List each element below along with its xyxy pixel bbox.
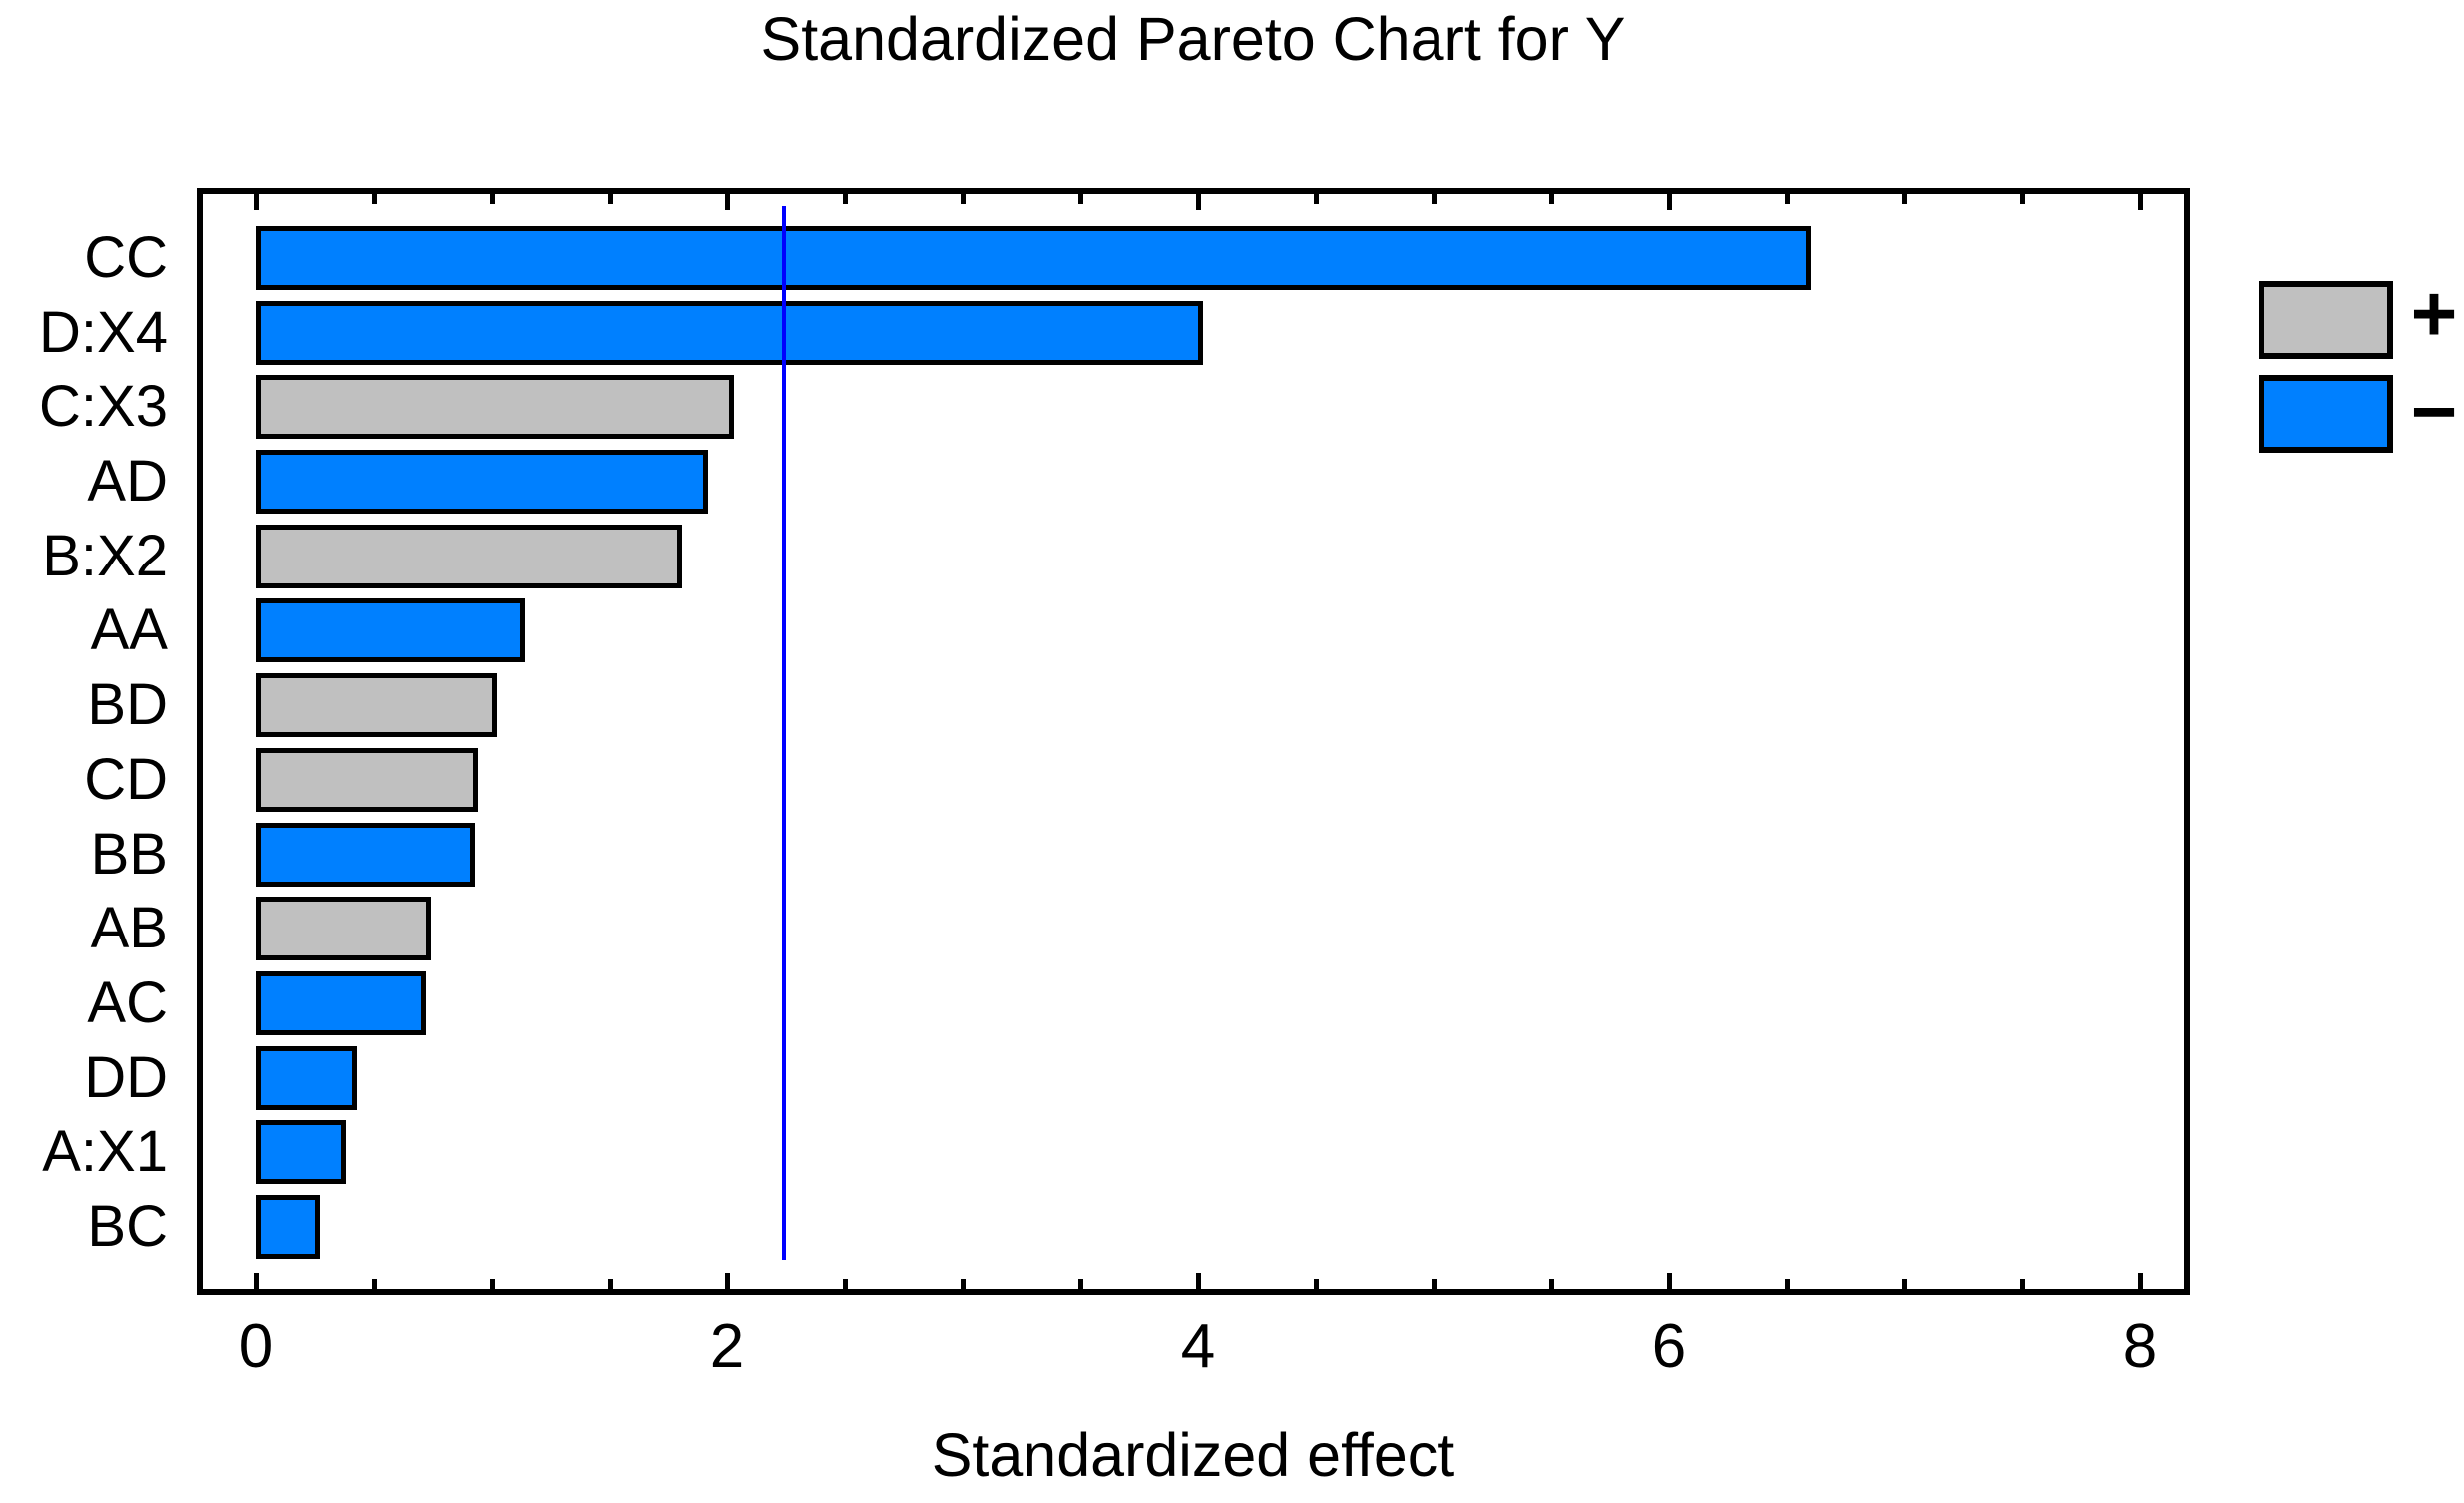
bar-CD — [256, 747, 478, 812]
y-axis-label-BB: BB — [90, 821, 168, 887]
x-axis-minor-tick — [960, 1279, 966, 1289]
x-axis-tick-label-8: 8 — [2122, 1313, 2158, 1381]
bar-BC — [256, 1194, 320, 1259]
legend-label-negative: − — [2410, 367, 2458, 456]
x-axis-minor-tick — [371, 194, 377, 204]
x-axis-major-tick — [1666, 194, 1672, 210]
y-axis-label-AB: AB — [90, 896, 168, 961]
bar-CC — [256, 226, 1811, 290]
x-axis-major-tick — [724, 194, 730, 210]
x-axis-minor-tick — [1077, 1279, 1083, 1289]
y-axis-label-A:X1: A:X1 — [42, 1119, 168, 1185]
x-axis-tick-label-4: 4 — [1180, 1313, 1216, 1381]
chart-title: Standardized Pareto Chart for Y — [760, 5, 1626, 73]
bar-A:X1 — [256, 1120, 346, 1185]
reference-line — [781, 206, 786, 1260]
x-axis-minor-tick — [1901, 194, 1907, 204]
x-axis-major-tick — [724, 1273, 730, 1289]
y-axis-label-CD: CD — [84, 746, 168, 812]
x-axis-major-tick — [253, 1273, 259, 1289]
x-axis-minor-tick — [842, 194, 848, 204]
y-axis-label-AA: AA — [90, 597, 168, 663]
bar-BB — [256, 822, 476, 887]
x-axis-title: Standardized effect — [931, 1421, 1455, 1489]
plot-area — [197, 188, 2190, 1295]
bar-BD — [256, 673, 497, 738]
x-axis-major-tick — [2137, 1273, 2143, 1289]
x-axis-tick-label-6: 6 — [1651, 1313, 1687, 1381]
x-axis-minor-tick — [1548, 194, 1554, 204]
x-axis-minor-tick — [2019, 1279, 2025, 1289]
x-axis-minor-tick — [1077, 194, 1083, 204]
x-axis-minor-tick — [1313, 1279, 1319, 1289]
y-axis-label-AD: AD — [87, 449, 168, 515]
bar-AB — [256, 897, 431, 961]
x-axis-major-tick — [1195, 194, 1201, 210]
y-axis-label-C:X3: C:X3 — [39, 374, 168, 440]
legend-label-positive: + — [2410, 269, 2458, 358]
bar-B:X2 — [256, 524, 683, 588]
x-axis-minor-tick — [1784, 194, 1790, 204]
bar-D:X4 — [256, 300, 1203, 365]
bar-AC — [256, 970, 426, 1035]
legend-swatch-negative — [2259, 375, 2393, 453]
x-axis-tick-label-2: 2 — [709, 1313, 745, 1381]
bar-AD — [256, 450, 709, 515]
x-axis-major-tick — [1195, 1273, 1201, 1289]
bar-AA — [256, 598, 526, 663]
bar-DD — [256, 1045, 358, 1110]
bar-C:X3 — [256, 375, 735, 440]
y-axis-label-BC: BC — [87, 1193, 168, 1259]
x-axis-tick-label-0: 0 — [238, 1313, 274, 1381]
y-axis-label-D:X4: D:X4 — [39, 299, 168, 365]
x-axis-minor-tick — [607, 194, 613, 204]
y-axis-label-BD: BD — [87, 672, 168, 738]
x-axis-minor-tick — [2019, 194, 2025, 204]
x-axis-minor-tick — [1431, 1279, 1437, 1289]
x-axis-major-tick — [253, 194, 259, 210]
x-axis-minor-tick — [842, 1279, 848, 1289]
x-axis-major-tick — [1666, 1273, 1672, 1289]
x-axis-minor-tick — [371, 1279, 377, 1289]
x-axis-minor-tick — [489, 1279, 495, 1289]
y-axis-label-DD: DD — [84, 1044, 168, 1110]
x-axis-minor-tick — [489, 194, 495, 204]
x-axis-minor-tick — [1901, 1279, 1907, 1289]
y-axis-label-CC: CC — [84, 225, 168, 290]
x-axis-major-tick — [2137, 194, 2143, 210]
y-axis-label-B:X2: B:X2 — [42, 523, 168, 588]
x-axis-minor-tick — [1313, 194, 1319, 204]
x-axis-minor-tick — [1431, 194, 1437, 204]
x-axis-minor-tick — [1548, 1279, 1554, 1289]
x-axis-minor-tick — [607, 1279, 613, 1289]
x-axis-minor-tick — [1784, 1279, 1790, 1289]
x-axis-minor-tick — [960, 194, 966, 204]
y-axis-label-AC: AC — [87, 969, 168, 1035]
legend-swatch-positive — [2259, 281, 2393, 359]
